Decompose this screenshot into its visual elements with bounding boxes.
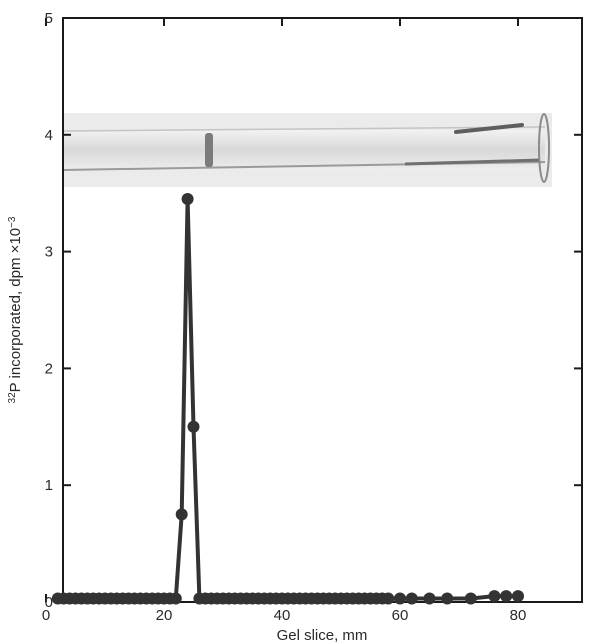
data-point [464, 592, 477, 605]
y-axis-label-exponent: −3 [7, 216, 18, 228]
y-axis-label-isotope: 32 [7, 392, 18, 404]
data-series [51, 193, 524, 605]
data-point [441, 592, 454, 605]
gel-dye-front [454, 123, 524, 134]
y-tick-label: 2 [45, 360, 53, 377]
gel-tube-top-edge [62, 126, 546, 132]
data-point [405, 592, 418, 605]
plot-frame [62, 17, 583, 603]
gel-streak [404, 158, 541, 166]
x-tick-label: 80 [510, 607, 527, 624]
data-point [175, 508, 188, 521]
y-tick-label: 1 [45, 477, 53, 494]
data-point [382, 592, 395, 605]
data-point [394, 592, 406, 605]
x-tick-label: 60 [392, 607, 409, 624]
data-point [512, 590, 524, 603]
x-axis-label: Gel slice, mm [277, 627, 368, 644]
data-point [488, 590, 501, 603]
data-point [181, 193, 194, 206]
y-tick-label: 5 [45, 10, 53, 27]
y-tick-label: 4 [45, 127, 53, 144]
gel-photograph-inset [62, 113, 552, 187]
y-axis-label: 32P incorporated, dpm ×10−3 [7, 216, 25, 403]
x-tick-label: 40 [274, 607, 291, 624]
y-tick-label: 3 [45, 244, 53, 261]
data-point [169, 592, 182, 605]
x-tick-label: 0 [42, 607, 50, 624]
gel-band [205, 133, 213, 167]
series-line [57, 197, 518, 601]
data-point [423, 592, 436, 605]
x-tick-label: 20 [156, 607, 173, 624]
y-axis-ticks: 0 1 2 3 4 5 [45, 10, 582, 611]
data-point [500, 590, 513, 603]
y-axis-label-text: P incorporated, dpm ×10 [7, 228, 24, 392]
x-axis-ticks: 0 20 40 60 80 [42, 18, 527, 624]
data-point [187, 420, 200, 433]
gel-tube-end [538, 113, 550, 183]
y-tick-label: 0 [45, 594, 53, 611]
